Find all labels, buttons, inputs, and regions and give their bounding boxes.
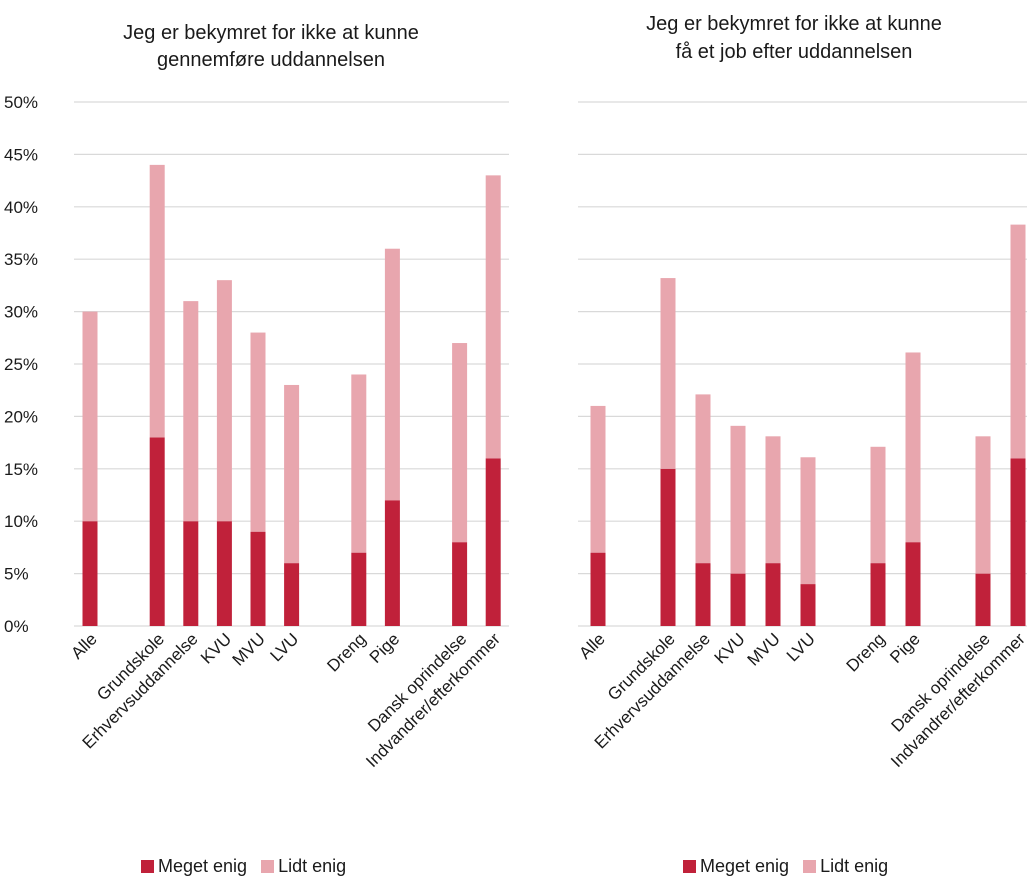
bar-lidt-enig-lvu	[284, 384, 300, 564]
x-tick-label-kvu: KVU	[197, 629, 235, 667]
legend-swatch-lidt-enig	[803, 860, 817, 873]
bar-meget-enig-pige	[384, 500, 400, 626]
x-tick-label-lvu: LVU	[783, 629, 819, 665]
x-tick-label-lvu: LVU	[266, 629, 302, 665]
x-tick-label-kvu: KVU	[711, 629, 749, 667]
x-tick-label-dreng: Dreng	[843, 629, 889, 675]
bar-meget-enig-dansk-oprindelse	[975, 573, 991, 626]
bar-lidt-enig-alle	[590, 405, 606, 553]
bar-meget-enig-dansk-oprindelse	[452, 542, 468, 626]
bar-meget-enig-pige	[905, 542, 921, 626]
y-tick-label: 45%	[4, 145, 38, 164]
x-tick-label-pige: Pige	[886, 629, 923, 666]
x-tick-label-alle: Alle	[67, 629, 100, 662]
bar-meget-enig-mvu	[765, 563, 781, 626]
y-tick-label: 35%	[4, 250, 38, 269]
legend-label-lidt-enig: Lidt enig	[278, 856, 347, 876]
bar-lidt-enig-erhvervsuddannelse	[183, 301, 199, 522]
bar-lidt-enig-lvu	[800, 457, 816, 585]
y-tick-label: 30%	[4, 303, 38, 322]
legend-item-meget-enig: Meget enig	[141, 856, 247, 877]
legend-left: Meget enig Lidt enig	[141, 856, 346, 877]
bar-lidt-enig-pige	[384, 248, 400, 501]
y-tick-label: 0%	[4, 617, 29, 636]
bar-meget-enig-mvu	[250, 531, 266, 626]
bar-meget-enig-kvu	[216, 521, 232, 626]
bar-lidt-enig-kvu	[216, 280, 232, 522]
chart-title: gennemføre uddannelsen	[157, 49, 385, 71]
bar-meget-enig-indvandrer-efterkommer	[485, 458, 501, 626]
bar-meget-enig-alle	[82, 521, 98, 626]
bar-lidt-enig-dreng	[870, 446, 886, 564]
legend-item-lidt-enig: Lidt enig	[261, 856, 346, 877]
bar-lidt-enig-indvandrer-efterkommer	[485, 175, 501, 459]
bar-meget-enig-erhvervsuddannelse	[183, 521, 199, 626]
x-tick-label-pige: Pige	[366, 629, 403, 666]
y-tick-label: 40%	[4, 198, 38, 217]
legend-swatch-meget-enig	[683, 860, 696, 873]
bar-meget-enig-alle	[590, 552, 606, 626]
legend-right: Meget enig Lidt enig	[683, 856, 888, 877]
y-tick-label: 20%	[4, 407, 38, 426]
y-tick-label: 5%	[4, 565, 29, 584]
x-tick-label-dreng: Dreng	[323, 629, 369, 675]
bar-lidt-enig-erhvervsuddannelse	[695, 394, 711, 564]
legend-label-meget-enig: Meget enig	[700, 856, 790, 876]
legend-swatch-meget-enig	[141, 860, 154, 873]
legend-swatch-lidt-enig	[261, 860, 275, 873]
bar-lidt-enig-alle	[82, 311, 98, 522]
bar-meget-enig-indvandrer-efterkommer	[1010, 458, 1026, 626]
bar-lidt-enig-dansk-oprindelse	[452, 343, 468, 543]
bar-lidt-enig-mvu	[765, 436, 781, 564]
legend-label-lidt-enig: Lidt enig	[820, 856, 889, 876]
bar-lidt-enig-kvu	[730, 425, 746, 574]
bar-lidt-enig-grundskole	[660, 278, 676, 469]
x-tick-label-alle: Alle	[575, 629, 608, 662]
bar-meget-enig-kvu	[730, 573, 746, 626]
bar-lidt-enig-pige	[905, 352, 921, 543]
bar-lidt-enig-mvu	[250, 332, 266, 532]
bar-meget-enig-lvu	[284, 563, 300, 626]
bar-meget-enig-grundskole	[149, 437, 165, 626]
bar-lidt-enig-dreng	[351, 374, 367, 553]
legend-item-lidt-enig: Lidt enig	[803, 856, 888, 877]
x-tick-label-mvu: MVU	[744, 629, 784, 669]
bar-lidt-enig-indvandrer-efterkommer	[1010, 224, 1026, 459]
y-tick-label: 25%	[4, 355, 38, 374]
bar-lidt-enig-dansk-oprindelse	[975, 436, 991, 574]
chart-title: Jeg er bekymret for ikke at kunne	[646, 13, 942, 35]
bar-meget-enig-dreng	[351, 552, 367, 626]
bar-meget-enig-grundskole	[660, 468, 676, 626]
y-tick-label: 10%	[4, 512, 38, 531]
bar-meget-enig-lvu	[800, 584, 816, 626]
x-tick-label-mvu: MVU	[229, 629, 269, 669]
chart-title: Jeg er bekymret for ikke at kunne	[123, 22, 419, 44]
bar-meget-enig-dreng	[870, 563, 886, 626]
legend-label-meget-enig: Meget enig	[158, 856, 248, 876]
bar-lidt-enig-grundskole	[149, 164, 165, 438]
y-tick-label: 50%	[4, 93, 38, 112]
chart-title: få et job efter uddannelsen	[676, 41, 913, 63]
legend-item-meget-enig: Meget enig	[683, 856, 789, 877]
bar-meget-enig-erhvervsuddannelse	[695, 563, 711, 626]
y-tick-label: 15%	[4, 460, 38, 479]
